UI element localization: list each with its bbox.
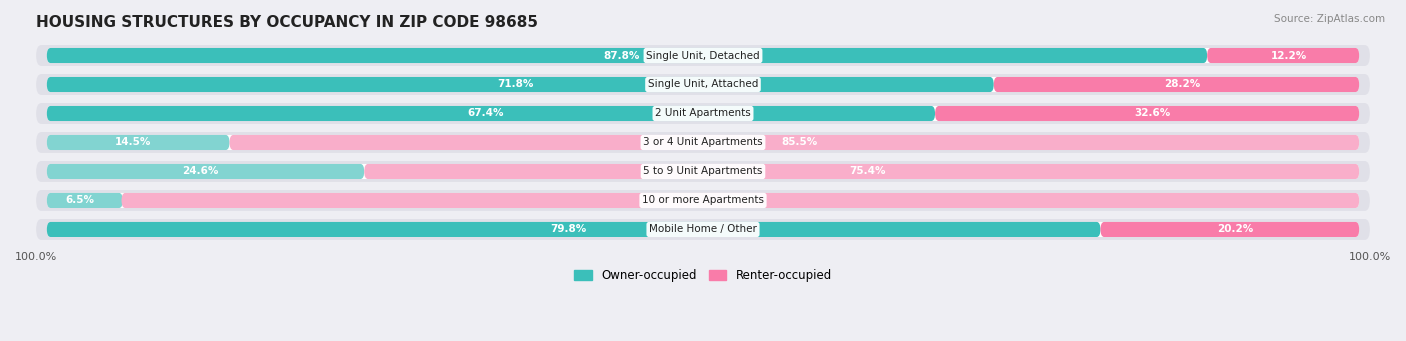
Text: 5 to 9 Unit Apartments: 5 to 9 Unit Apartments xyxy=(644,166,762,177)
Text: 28.2%: 28.2% xyxy=(1164,79,1199,89)
Text: 85.5%: 85.5% xyxy=(782,137,818,148)
FancyBboxPatch shape xyxy=(37,103,1369,124)
FancyBboxPatch shape xyxy=(121,193,1360,208)
FancyBboxPatch shape xyxy=(37,74,1369,95)
Text: 20.2%: 20.2% xyxy=(1218,224,1253,235)
FancyBboxPatch shape xyxy=(37,219,1369,240)
FancyBboxPatch shape xyxy=(994,77,1360,92)
FancyBboxPatch shape xyxy=(37,132,1369,153)
FancyBboxPatch shape xyxy=(46,222,1360,237)
Text: Mobile Home / Other: Mobile Home / Other xyxy=(650,224,756,235)
FancyBboxPatch shape xyxy=(37,190,1369,211)
Text: Source: ZipAtlas.com: Source: ZipAtlas.com xyxy=(1274,14,1385,24)
Text: 75.4%: 75.4% xyxy=(849,166,886,177)
Text: 2 Unit Apartments: 2 Unit Apartments xyxy=(655,108,751,118)
Text: Single Unit, Attached: Single Unit, Attached xyxy=(648,79,758,89)
Text: 32.6%: 32.6% xyxy=(1135,108,1171,118)
Text: 10 or more Apartments: 10 or more Apartments xyxy=(643,195,763,206)
FancyBboxPatch shape xyxy=(935,106,1360,121)
FancyBboxPatch shape xyxy=(46,106,935,121)
FancyBboxPatch shape xyxy=(364,164,1360,179)
FancyBboxPatch shape xyxy=(46,193,122,208)
FancyBboxPatch shape xyxy=(1208,48,1360,63)
FancyBboxPatch shape xyxy=(46,222,1101,237)
Text: 87.8%: 87.8% xyxy=(603,50,640,60)
FancyBboxPatch shape xyxy=(46,77,1360,92)
Text: Single Unit, Detached: Single Unit, Detached xyxy=(647,50,759,60)
FancyBboxPatch shape xyxy=(46,48,1208,63)
Text: 71.8%: 71.8% xyxy=(496,79,533,89)
FancyBboxPatch shape xyxy=(37,161,1369,182)
Text: 12.2%: 12.2% xyxy=(1271,50,1306,60)
FancyBboxPatch shape xyxy=(46,193,1360,208)
Text: 24.6%: 24.6% xyxy=(181,166,218,177)
FancyBboxPatch shape xyxy=(37,45,1369,66)
Text: 6.5%: 6.5% xyxy=(65,195,94,206)
FancyBboxPatch shape xyxy=(46,48,1360,63)
FancyBboxPatch shape xyxy=(1101,222,1360,237)
Text: HOUSING STRUCTURES BY OCCUPANCY IN ZIP CODE 98685: HOUSING STRUCTURES BY OCCUPANCY IN ZIP C… xyxy=(37,15,538,30)
Text: 3 or 4 Unit Apartments: 3 or 4 Unit Apartments xyxy=(643,137,763,148)
FancyBboxPatch shape xyxy=(46,164,364,179)
FancyBboxPatch shape xyxy=(46,164,1360,179)
FancyBboxPatch shape xyxy=(46,77,994,92)
FancyBboxPatch shape xyxy=(229,135,1360,150)
Text: 93.6%: 93.6% xyxy=(728,195,763,206)
Text: 67.4%: 67.4% xyxy=(467,108,503,118)
Text: 14.5%: 14.5% xyxy=(115,137,150,148)
FancyBboxPatch shape xyxy=(46,135,229,150)
FancyBboxPatch shape xyxy=(46,106,1360,121)
Legend: Owner-occupied, Renter-occupied: Owner-occupied, Renter-occupied xyxy=(569,264,837,287)
Text: 79.8%: 79.8% xyxy=(550,224,586,235)
FancyBboxPatch shape xyxy=(46,135,1360,150)
